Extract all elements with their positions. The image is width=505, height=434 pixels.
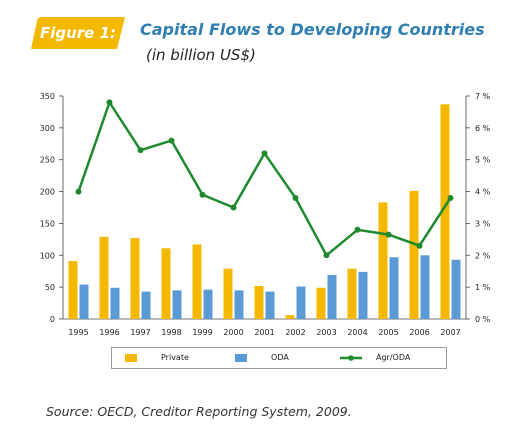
bar-private xyxy=(409,190,419,319)
point-agr-oda xyxy=(230,204,237,211)
y-right-tick-label: 7 % xyxy=(475,92,491,101)
x-tick-label: 1999 xyxy=(192,328,212,337)
point-agr-oda xyxy=(447,194,454,201)
y-right-tick-label: 3 % xyxy=(475,219,491,228)
y-left-tick-label: 50 xyxy=(45,283,55,292)
figure-label: Figure 1: xyxy=(39,24,117,42)
point-agr-oda xyxy=(416,242,423,249)
legend-item-agr-oda: Agr/ODA xyxy=(340,351,410,365)
bar-private xyxy=(254,285,264,319)
point-agr-oda xyxy=(354,226,361,233)
figure-badge-shape xyxy=(31,17,125,49)
x-tick-label: 2007 xyxy=(440,328,460,337)
point-agr-oda xyxy=(292,194,299,201)
bar-oda xyxy=(327,275,337,319)
x-tick-label: 2002 xyxy=(285,328,305,337)
bar-oda xyxy=(296,286,306,319)
point-agr-oda xyxy=(261,150,268,157)
x-tick-label: 2003 xyxy=(316,328,336,337)
bar-oda xyxy=(234,290,244,319)
bar-oda xyxy=(420,255,430,319)
x-tick-label: 2001 xyxy=(254,328,274,337)
legend-label-oda: ODA xyxy=(271,353,289,362)
y-right-tick-label: 1 % xyxy=(475,283,491,292)
y-right-tick-label: 2 % xyxy=(475,251,491,260)
y-left-tick-label: 200 xyxy=(40,188,55,197)
point-agr-oda xyxy=(385,231,392,238)
y-right-tick-label: 0 % xyxy=(475,315,491,324)
y-left-tick-label: 0 xyxy=(50,315,55,324)
bar-oda xyxy=(110,287,120,319)
figure-badge xyxy=(31,17,125,49)
point-agr-oda xyxy=(323,252,330,259)
point-agr-oda xyxy=(75,188,82,195)
point-agr-oda xyxy=(199,191,206,198)
bar-private xyxy=(161,248,171,319)
bar-oda xyxy=(141,291,151,319)
bar-oda xyxy=(389,257,399,319)
legend-swatch-agr-oda xyxy=(340,354,362,361)
bar-private xyxy=(130,238,140,319)
source-note: Source: OECD, Creditor Reporting System,… xyxy=(46,404,352,419)
y-left-tick-label: 150 xyxy=(40,219,55,228)
chart-legend: Private ODA Agr/ODA xyxy=(111,347,447,369)
bar-private xyxy=(440,104,450,319)
y-right-tick-label: 4 % xyxy=(475,188,491,197)
y-left-tick-label: 350 xyxy=(40,92,55,101)
y-left-tick-label: 100 xyxy=(40,251,55,260)
bar-oda xyxy=(358,271,368,319)
bar-private xyxy=(378,202,388,319)
legend-item-oda: ODA xyxy=(235,351,289,365)
chart-plot: 0 50 100 150 200 250 300 350 0 % 1 % 2 % 3 % 4 % 5 % 6… xyxy=(40,92,491,337)
bar-oda xyxy=(451,259,461,319)
x-tick-label: 1996 xyxy=(99,328,119,337)
legend-swatch-oda xyxy=(235,353,247,362)
x-tick-label: 1997 xyxy=(130,328,150,337)
x-tick-label: 2006 xyxy=(409,328,429,337)
legend-label-private: Private xyxy=(161,353,189,362)
x-tick-label: 1995 xyxy=(68,328,88,337)
point-agr-oda xyxy=(106,99,113,106)
y-right-tick-label: 5 % xyxy=(475,156,491,165)
chart-title: Capital Flows to Developing Countries xyxy=(140,20,485,39)
x-tick-label: 2004 xyxy=(347,328,367,337)
legend-item-private: Private xyxy=(125,351,189,365)
bar-private xyxy=(285,315,295,319)
chart-subtitle: (in billion US$) xyxy=(146,46,256,64)
point-agr-oda xyxy=(137,147,144,154)
y-left-tick-label: 300 xyxy=(40,124,55,133)
bar-private xyxy=(68,261,78,319)
y-left-tick-label: 250 xyxy=(40,156,55,165)
bar-oda xyxy=(203,289,213,319)
y-right-tick-label: 6 % xyxy=(475,124,491,133)
bar-oda xyxy=(172,290,182,319)
bar-private xyxy=(347,268,357,319)
line-agr-oda xyxy=(77,101,452,257)
x-tick-label: 2000 xyxy=(223,328,243,337)
bar-private xyxy=(192,244,202,319)
point-agr-oda xyxy=(168,137,175,144)
x-tick-label: 1998 xyxy=(161,328,181,337)
bar-private xyxy=(316,287,326,319)
legend-label-agr-oda: Agr/ODA xyxy=(376,353,411,362)
x-tick-label: 2005 xyxy=(378,328,398,337)
bar-private xyxy=(99,236,109,319)
bar-oda xyxy=(265,291,275,319)
legend-marker xyxy=(348,354,354,361)
bar-oda xyxy=(79,284,89,319)
bar-private xyxy=(223,268,233,319)
legend-swatch-private xyxy=(125,353,137,362)
